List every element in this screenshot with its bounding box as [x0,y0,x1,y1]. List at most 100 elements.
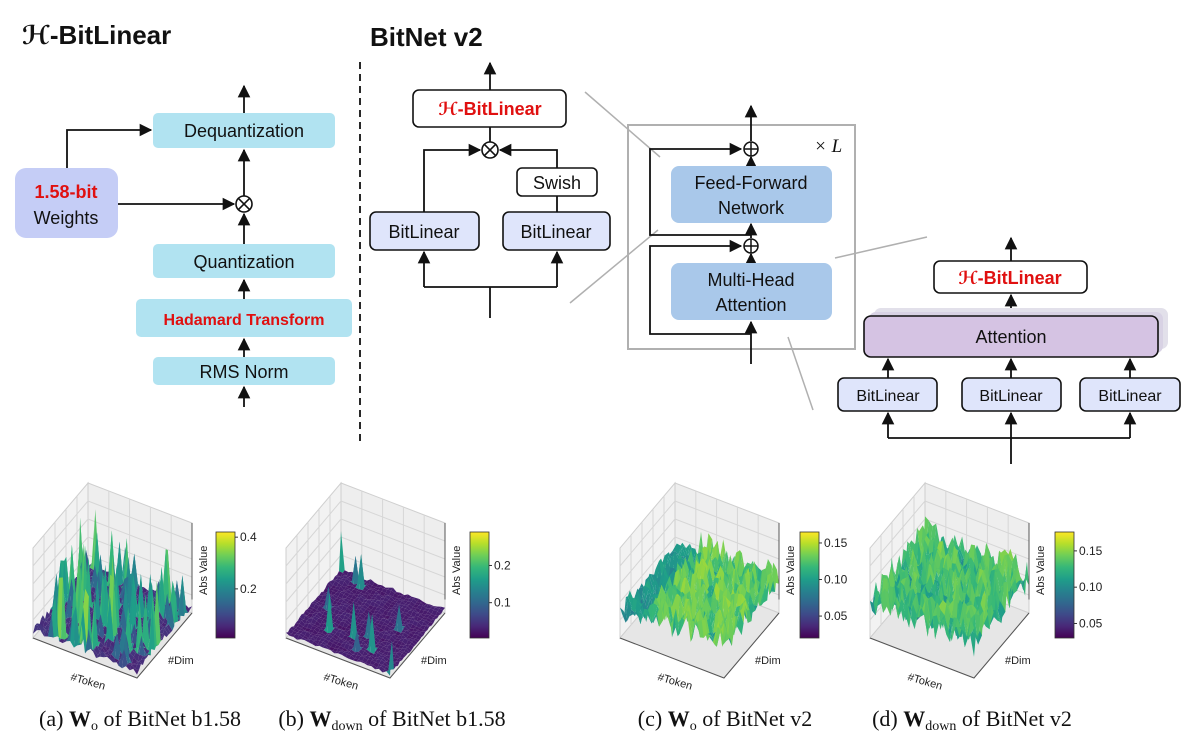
surface-cell [163,549,170,609]
surface-cell [335,606,342,611]
surface-cell [402,600,408,604]
surface-cell [416,630,422,633]
surface-cell [380,618,387,623]
surface-cell [308,639,314,644]
surface-cell [333,615,340,620]
surface-cell [685,549,692,562]
surface-cell [303,623,309,628]
surface-cell [138,574,145,618]
surface-cell [739,600,746,624]
surface-cell [998,582,1004,618]
surface-cell [656,593,662,608]
surface-cell [391,642,397,647]
surface-cell [937,600,943,611]
surface-cell [623,597,630,619]
surface-cell [159,628,165,634]
surface-cell [687,604,693,622]
surface-cell [418,602,425,606]
surface-cell [46,623,52,629]
surface-cell [306,631,313,635]
surface-cell [631,611,637,616]
surface-cell [389,630,396,635]
surface-cell [660,603,667,621]
surface-cell [115,627,122,637]
x-axis-label: #Token [322,671,359,692]
surface-cell [334,586,341,591]
surface-cell [909,596,915,617]
surface-cell [297,635,303,640]
surface-cell [353,555,360,585]
surface-cell [691,584,698,593]
ffn-h-bitlinear-label: ℋ-BitLinear [438,99,541,119]
surface-cell [433,615,440,619]
surface-cell [675,617,682,637]
surface-cell [339,609,346,613]
surface-cell [686,611,693,642]
surface-cell [122,649,128,669]
surface-cell [663,554,669,577]
surface-cell [373,656,380,660]
surface-cell [703,566,710,591]
surface-cell [315,610,321,613]
surface-cell [349,655,355,661]
surface-cell [1004,559,1010,584]
surface-cell [937,541,943,554]
surface-cell [674,608,680,637]
surface-cell [36,626,43,634]
surface-cell [413,604,419,608]
surface-cell [637,600,643,608]
surface-cell [319,605,325,608]
surface-cell [289,633,296,637]
surface-cell [309,610,315,614]
surface-cell [410,637,416,640]
surface-cell [680,542,687,549]
surface-cell [301,619,308,625]
surface-cell [416,622,422,628]
surface-cell [370,614,376,654]
surface-cell [316,626,322,630]
surface-cell [888,592,895,616]
bitnet-v2-panel: BitNet v2 ℋ-BitLinear Swish [369,22,1181,464]
surface-cell [363,611,369,639]
surface-cell [309,616,315,619]
surface-cell [319,599,325,603]
surface-cell [693,572,700,605]
surface-cell [337,624,343,630]
surface-cell [364,602,370,608]
surface-cell [420,618,426,622]
surface-cell [950,617,956,642]
surface-cell [381,657,387,662]
surface-cell [647,579,653,598]
surface-cell [933,615,939,640]
surface-cell [400,641,407,646]
surface-cell [668,606,674,638]
surface-cell [948,617,954,642]
surface-cell [396,652,402,658]
surface-cell [417,632,424,638]
surface-cell [378,620,385,626]
surface-cell [405,613,411,618]
surface-cell [932,559,939,581]
surface-cell [661,596,667,619]
surface-cell [638,608,645,625]
surface-cell [325,632,332,636]
surface-cell [398,592,405,596]
surface-cell [364,598,371,600]
surface-cell [390,607,397,610]
surface-cell [411,639,418,645]
surface-cell [383,644,390,648]
surface-cell [410,611,417,618]
surface-cell [321,591,327,594]
surface-cell [355,554,362,590]
surface-cell [358,596,365,603]
surface-cell [930,565,937,581]
surface-cell [696,564,702,592]
surface-cell [314,627,321,633]
surface-cell [342,630,349,634]
surface-cell [372,626,379,632]
surface-cell [319,633,326,637]
surface-cell [384,661,391,666]
surface-cell [715,600,722,624]
surface-cell [682,592,688,610]
right-branch-arrow [498,143,558,168]
